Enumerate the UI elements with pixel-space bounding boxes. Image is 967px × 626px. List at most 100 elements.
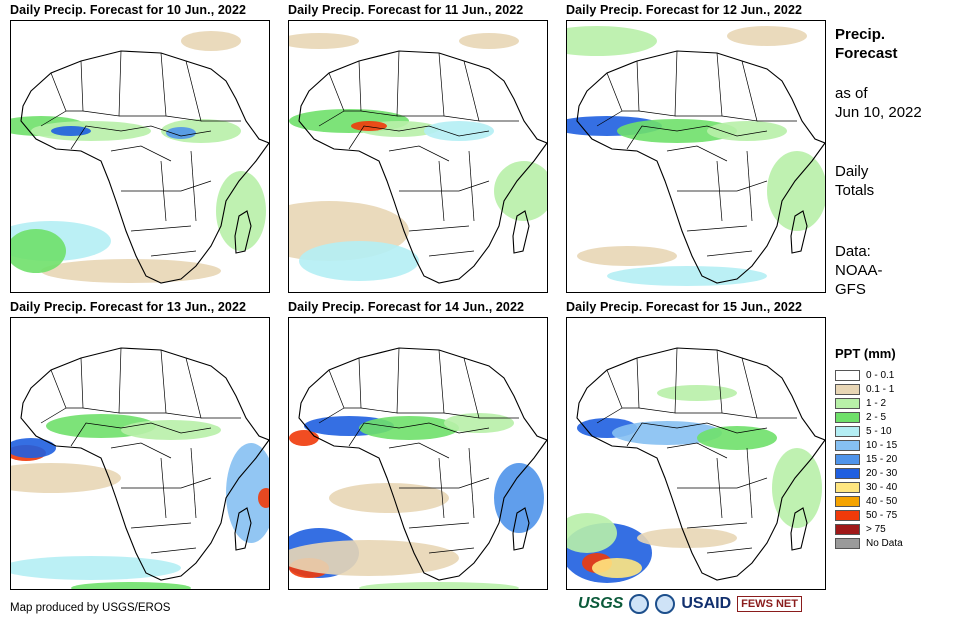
country-border	[66, 60, 84, 112]
legend-label: 50 - 75	[866, 509, 898, 521]
panel-title: Daily Precip. Forecast for 10 Jun., 2022	[10, 3, 247, 17]
legend-label: 0.1 - 1	[866, 383, 895, 395]
precip-area	[289, 540, 459, 576]
legend-item: 5 - 10	[835, 424, 903, 438]
as-of-value: Jun 10, 2022	[835, 104, 922, 121]
island-outline	[512, 210, 530, 254]
precip-area	[289, 430, 319, 446]
fews-net-logo: FEWS NET	[737, 596, 802, 612]
forecast-map	[566, 317, 826, 590]
precip-area	[637, 528, 737, 548]
country-border	[70, 125, 212, 150]
precip-area	[459, 33, 519, 49]
legend-item: 2 - 5	[835, 410, 903, 424]
country-border	[150, 547, 197, 554]
country-border	[675, 52, 723, 117]
precip-area	[767, 151, 825, 231]
country-border	[110, 145, 172, 162]
legend-label: > 75	[866, 523, 886, 535]
country-border	[160, 160, 167, 222]
country-border	[82, 50, 122, 117]
country-border	[121, 477, 212, 489]
precip-area	[592, 558, 642, 578]
country-border	[110, 442, 172, 459]
legend-item: 50 - 75	[835, 508, 903, 522]
legend-item: 0 - 0.1	[835, 368, 903, 382]
country-border	[438, 457, 445, 519]
precip-area	[359, 416, 459, 440]
country-border	[165, 357, 202, 419]
legend-label: 0 - 0.1	[866, 369, 895, 381]
totals-label: Daily Totals	[835, 162, 874, 200]
legend-item: 30 - 40	[835, 480, 903, 494]
legend-swatch	[835, 481, 860, 493]
forecast-map	[10, 317, 270, 590]
legend-label: 15 - 20	[866, 453, 898, 465]
legend-item: 40 - 50	[835, 494, 903, 508]
legend-item: 15 - 20	[835, 452, 903, 466]
country-border	[82, 347, 122, 414]
panel-title: Daily Precip. Forecast for 12 Jun., 2022	[566, 3, 803, 17]
precip-area	[577, 246, 677, 266]
side-title-line2: Forecast	[835, 45, 898, 62]
noaa-logo-icon	[629, 594, 650, 614]
legend-swatch	[835, 439, 860, 451]
country-border	[165, 60, 202, 122]
legend-swatch	[835, 523, 860, 535]
data-source: Data: NOAA- GFS	[835, 242, 883, 299]
country-border	[348, 422, 490, 447]
precip-area	[258, 488, 269, 508]
precip-area	[226, 443, 269, 543]
continent-outline	[298, 347, 547, 581]
country-border	[399, 180, 490, 192]
country-border	[70, 422, 212, 447]
precip-area	[289, 33, 359, 49]
country-border	[119, 52, 167, 117]
precip-area	[11, 463, 121, 493]
logos: USGS USAID FEWS NET	[578, 594, 802, 614]
country-border	[408, 522, 470, 529]
country-border	[746, 447, 753, 519]
country-border	[716, 457, 723, 519]
precip-area	[11, 229, 66, 273]
side-title-line1: Precip.	[835, 26, 886, 43]
country-border	[666, 145, 728, 162]
country-border	[190, 150, 197, 222]
country-border	[706, 547, 753, 554]
precip-area	[707, 121, 787, 141]
country-border	[66, 357, 84, 409]
seal-logo-icon	[655, 594, 676, 614]
country-border	[360, 347, 400, 414]
continent-outline	[20, 50, 269, 284]
panel-title: Daily Precip. Forecast for 14 Jun., 2022	[288, 300, 525, 314]
forecast-map	[288, 317, 548, 590]
country-border	[397, 52, 445, 117]
legend-label: 5 - 10	[866, 425, 892, 437]
precip-area	[772, 448, 822, 528]
legend-label: 1 - 2	[866, 397, 887, 409]
island-outline	[512, 507, 530, 551]
map-canvas	[289, 347, 547, 589]
legend-swatch	[835, 453, 860, 465]
country-border	[721, 60, 758, 122]
legend-label: 10 - 15	[866, 439, 898, 451]
precip-area	[216, 171, 266, 251]
precip-area	[727, 26, 807, 46]
legend-swatch	[835, 425, 860, 437]
country-border	[360, 50, 400, 117]
country-border	[468, 447, 475, 519]
country-border	[344, 357, 362, 409]
legend-title: PPT (mm)	[835, 346, 896, 361]
country-border	[443, 60, 480, 122]
precip-area	[697, 426, 777, 450]
country-border	[160, 457, 167, 519]
legend-item: 20 - 30	[835, 466, 903, 480]
legend-swatch	[835, 397, 860, 409]
country-border	[626, 125, 768, 150]
legend-item: > 75	[835, 522, 903, 536]
precip-area	[424, 121, 494, 141]
precip-area	[71, 582, 191, 589]
country-border	[438, 160, 445, 222]
country-border	[130, 522, 192, 529]
country-border	[622, 60, 640, 112]
